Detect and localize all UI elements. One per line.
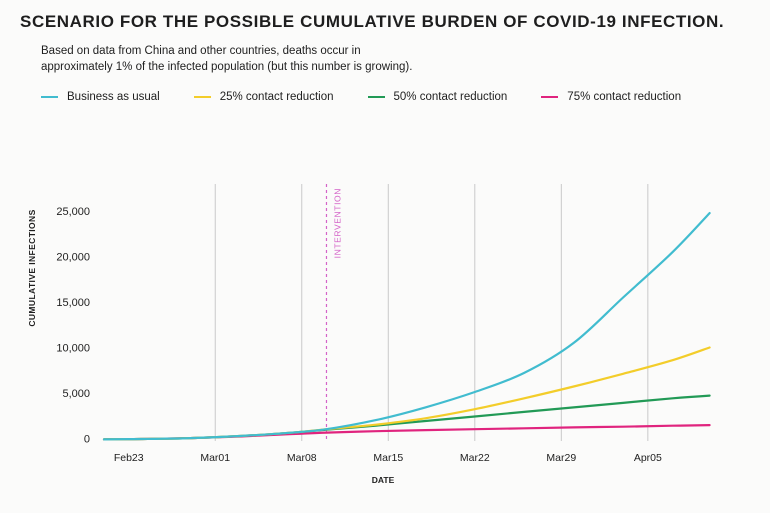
chart-subtitle: Based on data from China and other count… [41, 43, 481, 75]
legend-item-50-reduction: 50% contact reduction [367, 91, 508, 103]
legend-item-25-reduction: 25% contact reduction [193, 91, 334, 103]
y-tick-label: 10,000 [56, 342, 90, 354]
y-tick-label: 0 [84, 433, 90, 445]
grid-layer [214, 184, 649, 441]
x-tick-label: Feb23 [114, 452, 144, 464]
x-tick-label: Mar01 [200, 452, 230, 464]
x-tick-label: Mar22 [460, 452, 490, 464]
y-tick-label: 15,000 [56, 297, 90, 309]
subtitle-line-2: approximately 1% of the infected populat… [41, 61, 413, 73]
x-tick-label: Mar15 [373, 452, 403, 464]
legend-label: 25% contact reduction [219, 91, 334, 103]
legend-label: 50% contact reduction [393, 91, 508, 103]
series-line-business-as-usual [102, 212, 711, 441]
x-tick-label: Mar29 [546, 452, 576, 464]
series-line-25-contact-reduction [102, 346, 711, 441]
series-layer [102, 212, 711, 441]
y-tick-label: 25,000 [56, 206, 90, 218]
x-axis-label: DATE [372, 475, 395, 485]
y-axis-label: CUMULATIVE INFECTIONS [27, 209, 37, 326]
x-tick-label: Mar08 [287, 452, 317, 464]
legend-label: 75% contact reduction [567, 91, 682, 103]
legend-swatch [41, 96, 58, 98]
legend-item-business-as-usual: Business as usual [41, 91, 160, 103]
axis-layer: Feb23 Mar01 Mar08 Mar15 Mar22 Mar29 Apr05 0 5,00… [56, 206, 662, 464]
legend-item-75-reduction: 75% contact reduction [541, 91, 681, 103]
intervention-label: INTERVENTION [332, 188, 342, 258]
legend: Business as usual 25% contact reduction … [41, 91, 715, 103]
annotation-layer: INTERVENTION [325, 184, 342, 441]
legend-label: Business as usual [67, 91, 160, 103]
y-tick-label: 5,000 [62, 388, 90, 400]
series-line-50-contact-reduction [102, 394, 711, 441]
legend-swatch [193, 96, 211, 98]
legend-swatch [367, 96, 385, 98]
legend-swatch [541, 96, 559, 98]
y-tick-label: 20,000 [56, 252, 90, 264]
subtitle-line-1: Based on data from China and other count… [41, 45, 361, 57]
x-tick-label: Apr05 [634, 452, 662, 464]
chart-title: SCENARIO FOR THE POSSIBLE CUMULATIVE BUR… [20, 12, 725, 31]
